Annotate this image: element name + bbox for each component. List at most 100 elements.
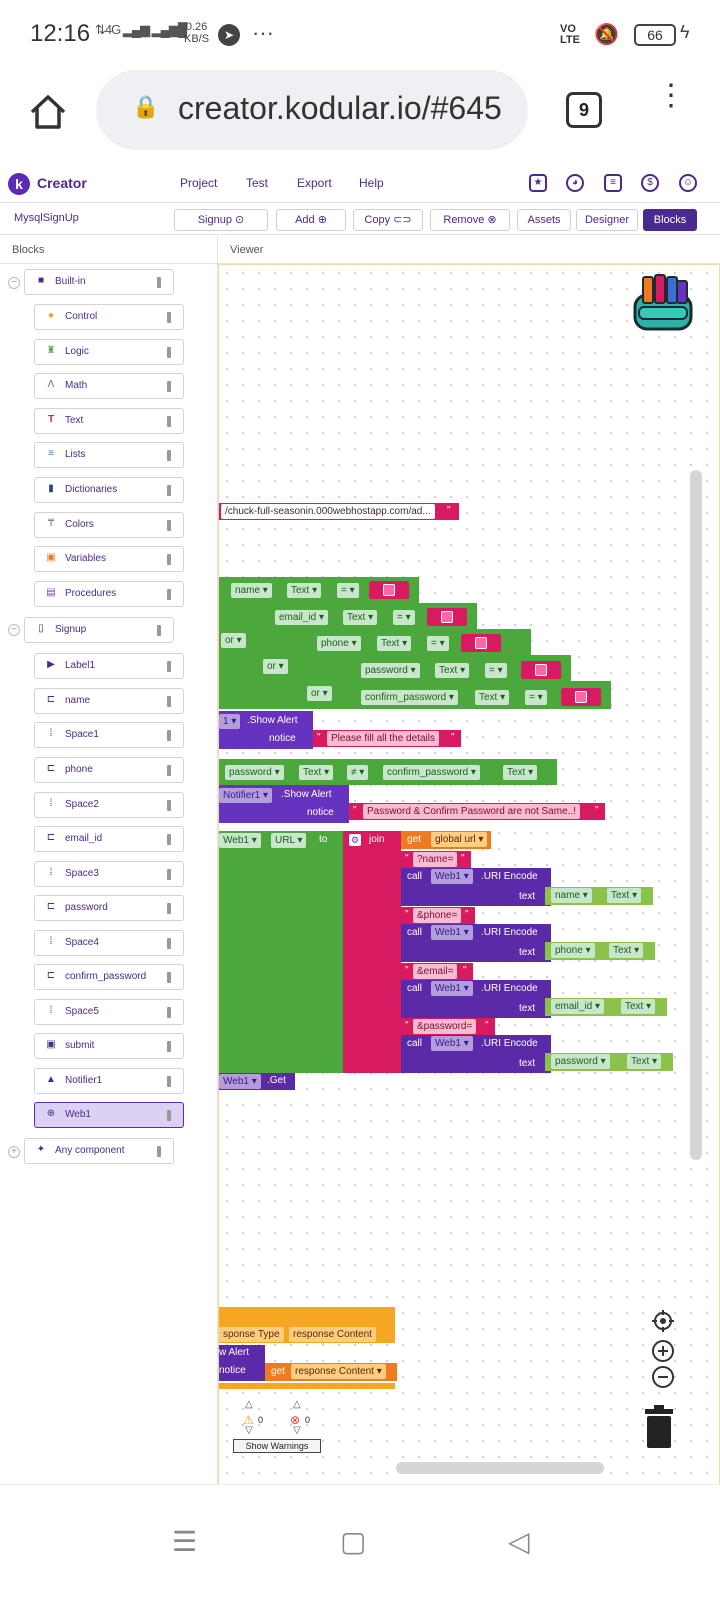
empty-string-block[interactable]	[461, 634, 501, 652]
tree-procedures[interactable]: ▤ Procedures	[34, 581, 184, 607]
set-web1-url-block[interactable]: Web1 ▾ URL ▾ to	[219, 831, 343, 1073]
email-param-string[interactable]: " &email= "	[401, 963, 473, 980]
show-alert-block-2[interactable]: Notifier1 ▾ .Show Alert notice	[219, 785, 349, 823]
gallery-icon[interactable]: ★	[529, 174, 547, 192]
empty-string-block[interactable]	[561, 688, 601, 706]
tree-email-id[interactable]: ⊏ email_id	[34, 826, 184, 852]
url-string-block[interactable]: /chuck-full-seasonin.000webhostapp.com/a…	[219, 503, 459, 520]
mismatch-string-block[interactable]: " Password & Confirm Password are not Sa…	[349, 803, 605, 820]
copy-screen-button[interactable]: Copy ⊂⊃	[353, 209, 423, 231]
tree-lists[interactable]: ≡ Lists	[34, 442, 184, 468]
tree-signup[interactable]: ▯ Signup	[24, 617, 174, 643]
password-param-string[interactable]: " &password= "	[401, 1018, 495, 1035]
name-param-string[interactable]: " ?name= "	[401, 851, 471, 868]
tab-switcher-button[interactable]: 9	[566, 92, 602, 128]
blocks-button[interactable]: Blocks	[643, 209, 697, 231]
tree-logic[interactable]: ♜ Logic	[34, 339, 184, 365]
name-text-getter[interactable]: name ▾ Text ▾	[545, 887, 653, 905]
show-alert-block-1[interactable]: 1 ▾ .Show Alert notice	[219, 711, 313, 749]
menu-test[interactable]: Test	[246, 176, 269, 190]
tree-colors[interactable]: ₸ Colors	[34, 512, 184, 538]
eq-op[interactable]: = ▾	[393, 610, 415, 625]
tree-builtin[interactable]: ■ Built-in	[24, 269, 174, 295]
phone-text-getter[interactable]: phone ▾ Text ▾	[545, 942, 655, 960]
zoom-in-icon[interactable]	[651, 1339, 675, 1363]
name-field[interactable]: name ▾	[231, 583, 272, 598]
text-prop[interactable]: Text ▾	[475, 690, 510, 705]
gear-icon[interactable]: ⚙	[349, 834, 361, 846]
assets-button[interactable]: Assets	[517, 209, 571, 231]
screen-selector[interactable]: Signup ⊙	[174, 209, 268, 231]
phone-param-string[interactable]: " &phone= "	[401, 907, 475, 924]
or-op[interactable]: or ▾	[221, 633, 246, 648]
tree-dictionaries[interactable]: ▮ Dictionaries	[34, 477, 184, 503]
more-menu-icon[interactable]: ⋮	[656, 79, 686, 112]
get-response-content-block[interactable]: get response Content ▾	[265, 1363, 397, 1381]
text-prop[interactable]: Text ▾	[343, 610, 378, 625]
password-text-getter[interactable]: password ▾ Text ▾	[545, 1053, 673, 1071]
tree-space4[interactable]: ⁞ Space4	[34, 930, 184, 956]
web1-get-block[interactable]: Web1 ▾ .Get	[219, 1073, 295, 1090]
tree-submit[interactable]: ▣ submit	[34, 1033, 184, 1059]
warning-prev-icon[interactable]: △	[245, 1399, 253, 1410]
collapse-builtin-toggle[interactable]: −	[8, 277, 20, 289]
text-prop[interactable]: Text ▾	[435, 663, 470, 678]
text-prop[interactable]: Text ▾	[377, 636, 412, 651]
tree-password[interactable]: ⊏ password	[34, 895, 184, 921]
error-prev-icon[interactable]: △	[293, 1399, 301, 1410]
or-op[interactable]: or ▾	[307, 686, 332, 701]
compare-passwords-block[interactable]: password ▾ Text ▾ ≠ ▾ confirm_password ▾…	[219, 759, 557, 785]
text-prop[interactable]: Text ▾	[287, 583, 322, 598]
empty-string-block[interactable]	[369, 581, 409, 599]
home-icon[interactable]	[28, 92, 68, 132]
fill-details-string-block[interactable]: " Please fill all the details "	[313, 730, 461, 747]
trash-icon[interactable]	[643, 1405, 675, 1449]
tree-space2[interactable]: ⁞ Space2	[34, 792, 184, 818]
recenter-icon[interactable]	[651, 1309, 675, 1333]
docs-icon[interactable]: ≡	[604, 174, 622, 192]
vertical-scrollbar[interactable]	[690, 470, 702, 1160]
eq-op[interactable]: = ▾	[427, 636, 449, 651]
uri-encode-phone-block[interactable]: call Web1 ▾ .URI Encode text	[401, 924, 551, 962]
tree-label1[interactable]: ▶ Label1	[34, 653, 184, 679]
eq-op[interactable]: = ▾	[525, 690, 547, 705]
backpack-icon[interactable]	[629, 273, 695, 333]
got-text-event-block[interactable]: sponse Type response Content	[219, 1307, 395, 1343]
tree-space5[interactable]: ⁞ Space5	[34, 999, 184, 1025]
kodular-logo-icon[interactable]: k	[8, 173, 30, 195]
horizontal-scrollbar[interactable]	[396, 1462, 604, 1474]
tree-any-component[interactable]: ✦ Any component	[24, 1138, 174, 1164]
tree-control[interactable]: ● Control	[34, 304, 184, 330]
password-field[interactable]: password ▾	[361, 663, 420, 678]
tree-space3[interactable]: ⁞ Space3	[34, 861, 184, 887]
billing-icon[interactable]: $	[641, 174, 659, 192]
eq-op[interactable]: = ▾	[485, 663, 507, 678]
tree-text[interactable]: T Text	[34, 408, 184, 434]
get-global-url-block[interactable]: get global url ▾	[401, 831, 491, 849]
uri-encode-password-block[interactable]: call Web1 ▾ .URI Encode text	[401, 1035, 551, 1073]
show-alert-block-3[interactable]: w Alert notice	[219, 1345, 265, 1381]
brand-name[interactable]: Creator	[37, 175, 87, 191]
warning-next-icon[interactable]: ▽	[245, 1425, 253, 1436]
tree-confirm-password[interactable]: ⊏ confirm_password	[34, 964, 184, 990]
project-name[interactable]: MysqlSignUp	[14, 212, 79, 224]
address-bar[interactable]: 🔒 creator.kodular.io/#645	[96, 70, 528, 150]
error-next-icon[interactable]: ▽	[293, 1425, 301, 1436]
tree-name[interactable]: ⊏ name	[34, 688, 184, 714]
account-icon[interactable]: ☺	[679, 174, 697, 192]
blocks-workspace[interactable]: /chuck-full-seasonin.000webhostapp.com/a…	[218, 264, 720, 1506]
email-text-getter[interactable]: email_id ▾ Text ▾	[545, 998, 667, 1016]
email-id-field[interactable]: email_id ▾	[275, 610, 329, 625]
menu-export[interactable]: Export	[297, 176, 332, 190]
or-op[interactable]: or ▾	[263, 659, 288, 674]
zoom-out-icon[interactable]	[651, 1365, 675, 1389]
uri-encode-email-block[interactable]: call Web1 ▾ .URI Encode text	[401, 980, 551, 1018]
menu-project[interactable]: Project	[180, 176, 218, 190]
eq-op[interactable]: = ▾	[337, 583, 359, 598]
tree-math[interactable]: Λ Math	[34, 373, 184, 399]
menu-help[interactable]: Help	[359, 176, 384, 190]
recent-apps-icon[interactable]: ☰	[172, 1526, 198, 1557]
empty-string-block[interactable]	[521, 661, 561, 679]
tree-web1[interactable]: ⊕ Web1	[34, 1102, 184, 1128]
show-warnings-button[interactable]: Show Warnings	[233, 1439, 321, 1453]
